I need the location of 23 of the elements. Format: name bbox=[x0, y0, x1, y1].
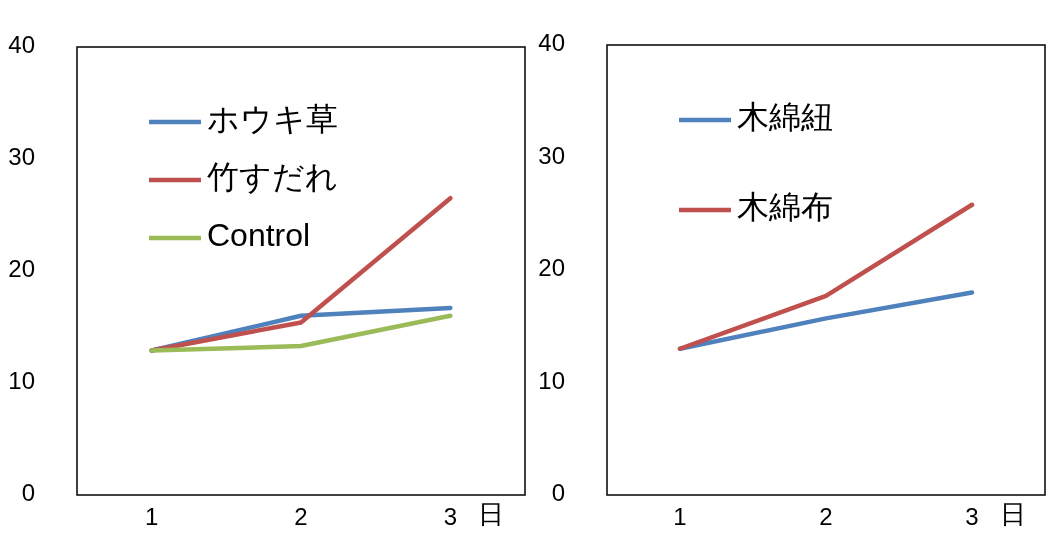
x-tick-label: 2 bbox=[294, 503, 308, 530]
y-tick-label: 30 bbox=[8, 143, 35, 171]
x-tick-label: 3 bbox=[965, 503, 979, 530]
y-tick-label: 0 bbox=[21, 479, 35, 507]
x-tick-label: 2 bbox=[819, 503, 833, 530]
x-axis-title: 日 bbox=[1000, 499, 1026, 529]
x-axis-title: 日 bbox=[478, 499, 505, 529]
legend-label: Control bbox=[207, 217, 311, 254]
legend-label: 木綿布 bbox=[737, 189, 833, 226]
legend-label: 竹すだれ bbox=[207, 159, 338, 196]
y-tick-label: 40 bbox=[8, 31, 35, 59]
y-tick-label: 10 bbox=[8, 367, 35, 395]
x-tick-label: 1 bbox=[673, 503, 687, 530]
x-tick-label: 3 bbox=[443, 503, 458, 530]
y-tick-label: 40 bbox=[538, 29, 565, 57]
legend-label: 木綿紐 bbox=[737, 99, 833, 136]
y-tick-label: 20 bbox=[538, 254, 565, 282]
y-tick-label: 10 bbox=[538, 366, 565, 394]
y-tick-label: 20 bbox=[8, 255, 35, 283]
y-tick-label: 0 bbox=[551, 479, 565, 507]
y-tick-label: 30 bbox=[538, 141, 565, 169]
legend-label: ホウキ草 bbox=[207, 101, 338, 138]
x-tick-label: 1 bbox=[144, 503, 159, 530]
